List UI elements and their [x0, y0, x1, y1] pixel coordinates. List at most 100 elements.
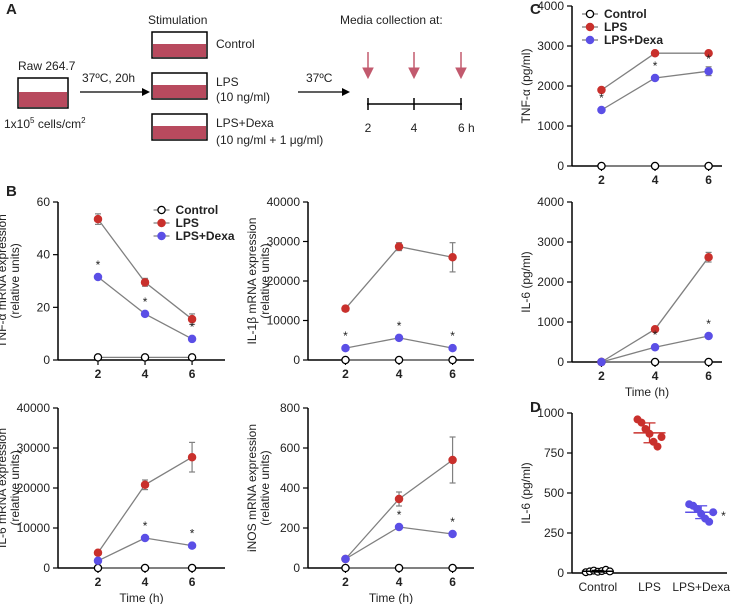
legend-label: LPS: [604, 20, 627, 34]
x-tick-label: 2: [95, 367, 102, 381]
legend-label: LPS+Dexa: [604, 33, 663, 47]
dose: (10 ng/ml): [216, 90, 270, 104]
y-axis-label: IL-1β mRNA expression: [245, 218, 259, 345]
y-axis-label: iNOS mRNA expression: [245, 424, 259, 552]
data-point: [597, 105, 606, 115]
dose: (10 ng/ml + 1 μg/ml): [216, 133, 323, 147]
x-tick-label: 4: [652, 173, 659, 187]
dish-medium: [153, 44, 206, 57]
data-point: [140, 278, 150, 287]
data-point: [394, 242, 404, 251]
dish-medium: [19, 92, 67, 107]
collection-title: Media collection at:: [340, 13, 443, 27]
panel-label: C: [530, 1, 541, 18]
data-point: [704, 161, 713, 171]
y-tick-label: 0: [43, 353, 50, 367]
x-axis-label: Time (h): [119, 591, 163, 604]
data-point: [140, 353, 150, 362]
timeline: [367, 98, 462, 110]
significance: *: [599, 91, 604, 105]
data-point: [93, 353, 103, 362]
data-point: [597, 161, 606, 171]
y-tick-label: 40000: [267, 195, 301, 209]
data-point: [597, 357, 606, 367]
y-tick-label: 10000: [17, 521, 51, 535]
y-tick-label: 500: [544, 486, 564, 500]
data-point: [341, 563, 350, 573]
x-tick-label: 4: [142, 367, 149, 381]
data-point: [341, 355, 350, 365]
x-tick-label: 2: [342, 575, 349, 589]
data-point: [448, 343, 457, 353]
y-tick-label: 0: [557, 159, 564, 173]
significance: *: [450, 329, 455, 343]
legend-marker: [585, 35, 595, 45]
x-tick-label: 6: [189, 575, 196, 589]
data-point: [650, 324, 660, 334]
significance: *: [721, 509, 726, 523]
data-point: [650, 48, 660, 58]
legend-label: Control: [176, 203, 219, 217]
series-line: [344, 245, 453, 310]
x-tick-label: 6: [449, 367, 456, 381]
x-tick-label: 4: [396, 367, 403, 381]
condition: LPS+Dexa: [216, 116, 274, 130]
data-point: [650, 342, 660, 352]
data-point: [394, 494, 404, 504]
dish-medium: [153, 126, 206, 139]
cell-density: 1x105 cells/cm2: [4, 116, 86, 131]
data-point: [704, 252, 713, 262]
data-point: [704, 66, 713, 76]
x-tick-label: 4: [652, 369, 659, 383]
timepoint: 2: [365, 121, 372, 135]
y-tick-label: 10000: [267, 314, 301, 328]
data-point: [140, 533, 150, 543]
x-tick-label: 4: [142, 575, 149, 589]
significance: *: [96, 258, 101, 272]
incubation: 37ºC: [306, 71, 333, 85]
y-tick-label: 1000: [537, 406, 564, 420]
data-point: [394, 333, 404, 343]
x-tick-label: 6: [705, 173, 712, 187]
y-tick-label: 40: [37, 248, 51, 262]
legend-marker: [585, 22, 595, 32]
y-tick-label: 20000: [17, 481, 51, 495]
significance: *: [190, 527, 195, 541]
y-tick-label: 200: [280, 521, 300, 535]
legend-marker: [157, 218, 166, 228]
data-point: [705, 517, 714, 526]
x-tick-label: Control: [578, 580, 617, 594]
significance: *: [653, 328, 658, 342]
y-axis-label: (relative units): [8, 243, 22, 318]
panel-label: D: [530, 399, 541, 416]
data-point: [140, 563, 150, 573]
x-tick-label: 2: [95, 575, 102, 589]
x-tick-label: LPS+Dexa: [672, 580, 730, 594]
y-tick-label: 0: [557, 566, 564, 580]
legend-label: LPS+Dexa: [176, 229, 235, 243]
data-point: [341, 304, 350, 313]
data-point: [93, 214, 103, 224]
dish: [17, 77, 69, 109]
timepoint: 6 h: [458, 121, 475, 135]
x-tick-label: LPS: [638, 580, 661, 594]
y-tick-label: 600: [280, 441, 300, 455]
significance: *: [143, 295, 148, 309]
data-point: [704, 48, 713, 58]
x-tick-label: 2: [598, 369, 605, 383]
data-point: [394, 563, 404, 573]
data-point: [448, 529, 457, 539]
data-point: [187, 334, 197, 344]
y-tick-label: 0: [293, 561, 300, 575]
y-tick-label: 0: [293, 353, 300, 367]
y-axis-label: (relative units): [8, 450, 22, 525]
data-point: [394, 355, 404, 365]
data-point: [597, 85, 606, 95]
data-point: [653, 442, 662, 451]
y-tick-label: 1000: [537, 119, 564, 133]
incubation: 37ºC, 20h: [82, 71, 135, 85]
legend-marker: [157, 205, 166, 215]
y-axis-label: (relative units): [258, 243, 272, 318]
arrow-head: [342, 88, 350, 96]
